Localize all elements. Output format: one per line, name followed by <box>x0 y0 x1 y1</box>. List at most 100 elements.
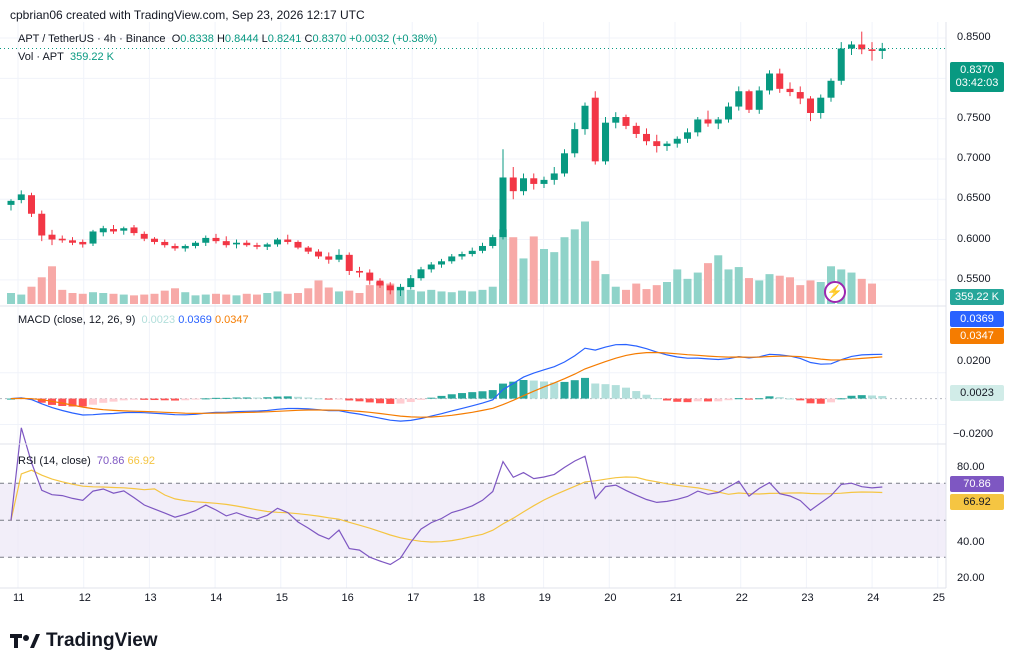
time-tick: 12 <box>78 592 91 604</box>
macd-signal-tag: 0.0347 <box>950 328 1004 344</box>
macd-line <box>10 343 883 422</box>
candle-body <box>89 231 97 244</box>
macd-histogram-bar <box>683 398 692 403</box>
macd-histogram-bar <box>160 398 169 401</box>
macd-histogram-bar <box>601 384 610 399</box>
rsi-value: 70.86 <box>96 455 125 467</box>
macd-histogram-bar <box>837 398 846 400</box>
volume-bar <box>242 293 251 304</box>
volume-bar <box>868 283 876 304</box>
macd-histogram-bar <box>775 397 784 399</box>
rsi-legend: RSI (14, close) 70.86 66.92 <box>18 455 155 467</box>
time-tick: 19 <box>538 592 551 604</box>
last-price-tag: 0.8370 03:42:03 <box>950 62 1004 92</box>
volume-bar <box>294 293 302 304</box>
time-tick: 14 <box>210 592 223 604</box>
rsi-tick: 80.00 <box>957 461 985 473</box>
candle-body <box>694 119 702 133</box>
volume-bar <box>263 293 272 304</box>
volume-bar <box>796 285 805 304</box>
macd-histogram-bar <box>796 398 805 401</box>
volume-bar <box>570 229 579 304</box>
volume-bar <box>704 263 712 304</box>
macd-signal-line <box>10 351 883 418</box>
macd-tick: −0.0200 <box>953 428 994 440</box>
volume-bar <box>222 294 231 304</box>
lightning-icon[interactable]: ⚡ <box>824 281 846 303</box>
rsi-ma-value: 66.92 <box>127 455 155 467</box>
candle-body <box>181 245 189 249</box>
macd-histogram-bar <box>816 398 825 404</box>
macd-histogram-bar <box>427 397 436 399</box>
tradingview-logo[interactable]: TradingView <box>10 630 158 652</box>
price-tick: 0.8500 <box>957 31 991 44</box>
candle-body <box>263 244 271 247</box>
price-tick: 0.6000 <box>957 232 991 245</box>
macd-histogram-bar <box>734 398 743 400</box>
candle-body <box>858 44 866 50</box>
macd-histogram-bar <box>37 398 46 403</box>
volume-bar <box>499 229 507 304</box>
macd-tick: 0.0200 <box>957 355 991 367</box>
macd-histogram-bar <box>468 392 477 399</box>
macd-line-tag: 0.0369 <box>950 311 1004 327</box>
candle-body <box>161 241 169 246</box>
volume-bar <box>232 295 241 304</box>
volume-bar <box>78 293 87 304</box>
candle-body <box>304 247 312 252</box>
candle-body <box>407 278 415 288</box>
volume-bar <box>673 269 682 304</box>
time-tick: 16 <box>341 592 354 604</box>
candle-body <box>366 272 374 281</box>
volume-bar <box>212 293 220 304</box>
volume-bar <box>27 286 36 304</box>
tradingview-logo-icon <box>10 634 40 648</box>
candle-body <box>438 261 445 265</box>
macd-histogram-bar <box>857 395 866 399</box>
volume-bar <box>376 282 384 304</box>
macd-label[interactable]: MACD (close, 12, 26, 9) <box>18 314 136 326</box>
rsi-tick: 40.00 <box>957 536 985 548</box>
open-value: 0.8338 <box>180 33 214 45</box>
macd-histogram-bar <box>119 398 128 401</box>
volume-tag: 359.22 K <box>950 289 1004 305</box>
symbol-label[interactable]: APT / TetherUS · 4h · Binance <box>18 33 166 45</box>
volume-bar <box>591 260 600 304</box>
volume-bar <box>714 255 723 304</box>
macd-histogram-bar <box>263 397 272 399</box>
volume-bar <box>324 287 333 304</box>
rsi-label[interactable]: RSI (14, close) <box>18 455 91 467</box>
candle-body <box>520 178 527 192</box>
volume-bar <box>417 291 425 304</box>
volume-bar <box>181 292 190 304</box>
macd-histogram-bar <box>560 381 569 399</box>
candle-body <box>356 270 363 273</box>
volume-label: Vol · APT <box>18 51 64 63</box>
macd-histogram-bar <box>765 396 774 399</box>
macd-hist-tag: 0.0023 <box>950 385 1004 401</box>
candle-body <box>69 240 76 243</box>
candle-body <box>335 254 343 260</box>
macd-histogram-bar <box>478 391 487 399</box>
candle-body <box>233 242 240 245</box>
volume-bar <box>273 291 282 304</box>
candle-body <box>878 48 886 51</box>
macd-histogram-bar <box>150 398 159 401</box>
volume-bar <box>99 293 108 304</box>
volume-bar <box>755 280 764 304</box>
volume-bar <box>37 277 46 304</box>
volume-bar <box>632 283 641 304</box>
volume-bar <box>468 291 477 304</box>
volume-bar <box>857 278 866 304</box>
macd-pane <box>0 343 946 422</box>
volume-bar <box>7 293 15 304</box>
volume-bar <box>109 293 118 304</box>
volume-bar <box>775 275 784 304</box>
macd-histogram-bar <box>417 398 425 400</box>
time-tick: 25 <box>932 592 946 604</box>
macd-histogram-bar <box>499 383 507 399</box>
macd-histogram-bar <box>847 395 856 399</box>
macd-histogram-bar <box>78 398 87 407</box>
volume-bar <box>304 288 313 304</box>
